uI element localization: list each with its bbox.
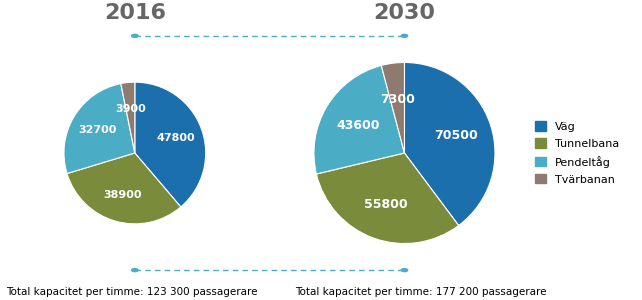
Wedge shape <box>67 153 181 224</box>
Title: 2016: 2016 <box>104 3 166 23</box>
Text: 55800: 55800 <box>364 198 408 211</box>
Text: Total kapacitet per timme: 177 200 passagerare: Total kapacitet per timme: 177 200 passa… <box>295 287 547 297</box>
Text: 7300: 7300 <box>380 93 415 106</box>
Text: 32700: 32700 <box>78 125 116 136</box>
Text: 3900: 3900 <box>115 104 146 114</box>
Text: Total kapacitet per timme: 123 300 passagerare: Total kapacitet per timme: 123 300 passa… <box>6 287 258 297</box>
Title: 2030: 2030 <box>374 3 435 23</box>
Wedge shape <box>404 62 495 226</box>
Wedge shape <box>381 62 404 153</box>
Text: 43600: 43600 <box>336 118 379 132</box>
Wedge shape <box>64 83 135 173</box>
Text: 47800: 47800 <box>157 133 195 143</box>
Wedge shape <box>121 82 135 153</box>
Wedge shape <box>314 65 404 174</box>
Wedge shape <box>135 82 205 207</box>
Legend: Väg, Tunnelbana, Pendeltåg, Tvärbanan: Väg, Tunnelbana, Pendeltåg, Tvärbanan <box>533 119 621 187</box>
Wedge shape <box>317 153 458 244</box>
Text: 38900: 38900 <box>103 190 142 200</box>
Text: 70500: 70500 <box>434 129 478 142</box>
